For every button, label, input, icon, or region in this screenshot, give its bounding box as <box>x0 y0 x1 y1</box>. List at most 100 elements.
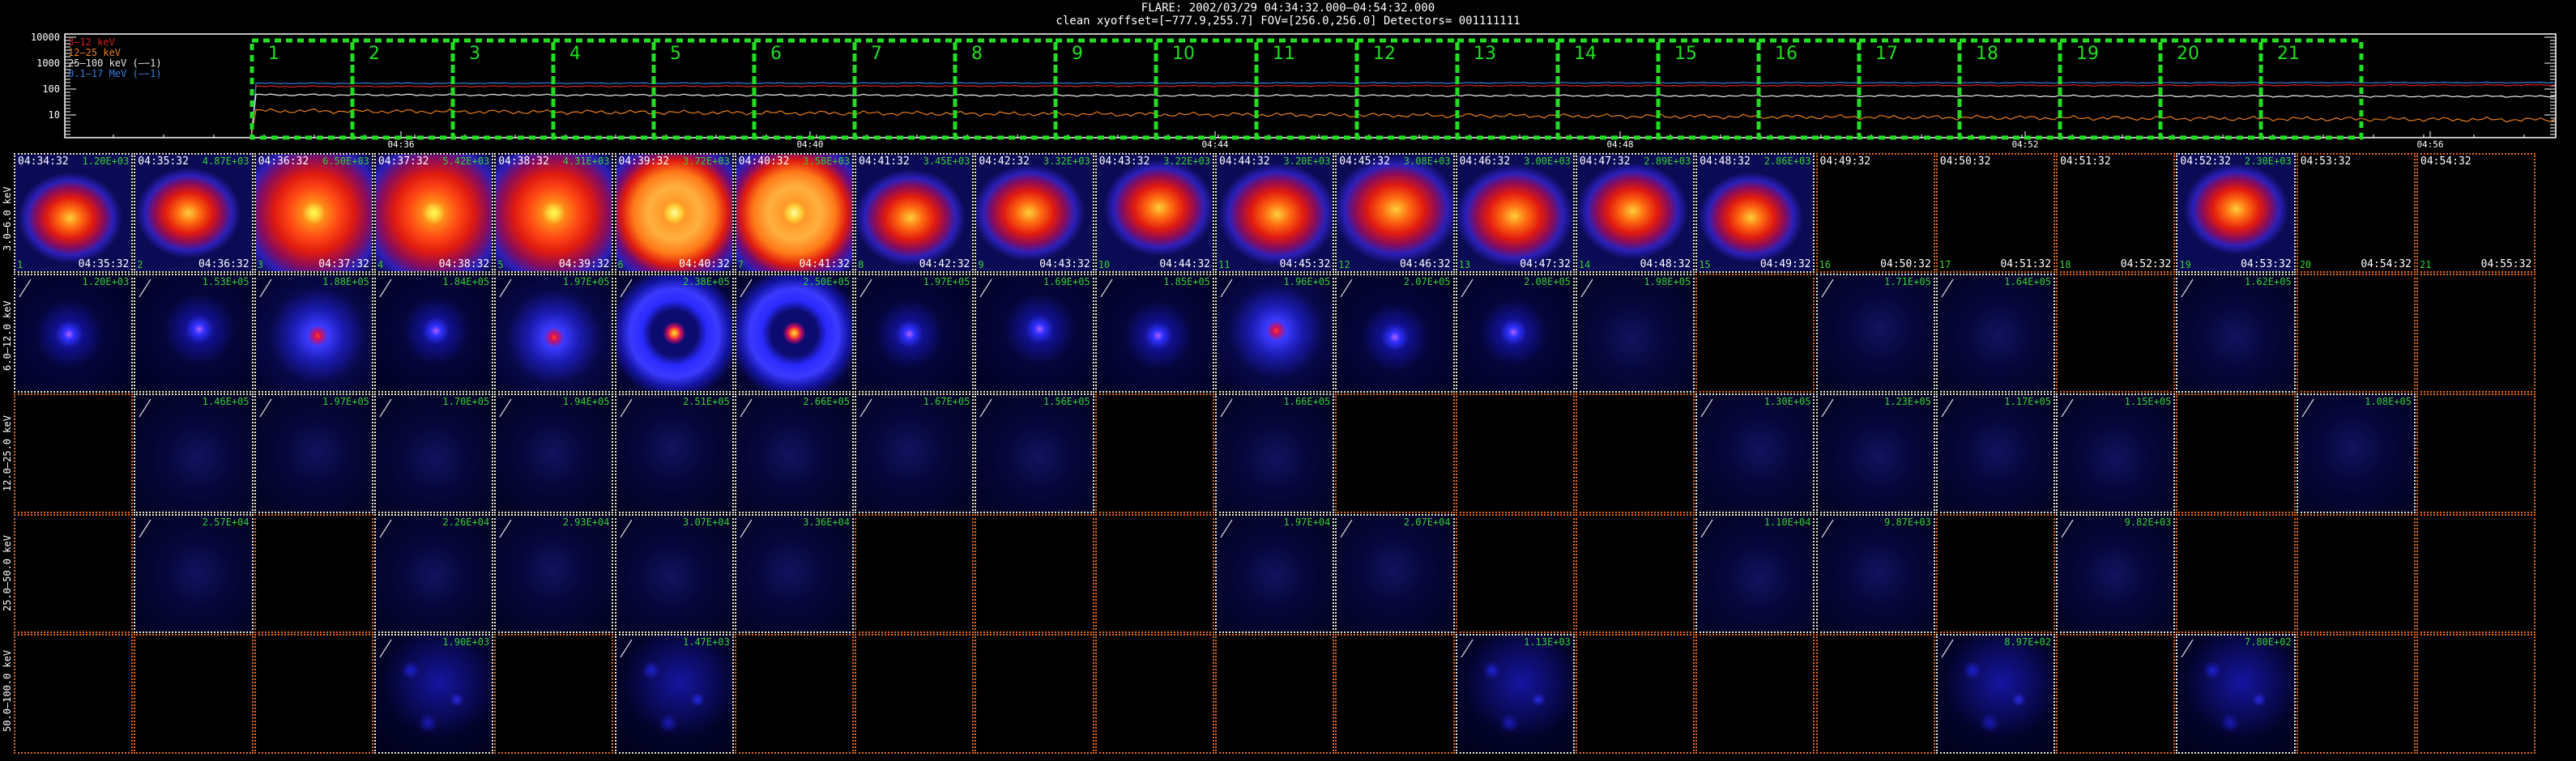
clean-image <box>856 515 973 632</box>
interval-end-time: 04:45:32 <box>1279 257 1331 270</box>
limb-arc <box>1941 398 1954 418</box>
limb-arc <box>2061 398 2074 418</box>
image-cell <box>1455 513 1575 634</box>
curve-12-25kev <box>250 108 2556 138</box>
clean-image <box>375 515 493 632</box>
interval-start-time: 04:41:32 <box>859 155 910 168</box>
image-cell <box>2056 273 2176 393</box>
image-cell: 1.71E+05 <box>1815 273 1935 393</box>
image-max-value: 4.87E+03 <box>202 155 249 167</box>
image-max-value: 3.20E+03 <box>1283 155 1331 167</box>
clean-image <box>1937 636 2054 752</box>
curve-01-17mev <box>250 81 2556 138</box>
image-max-value: 3.58E+03 <box>803 155 851 167</box>
image-cell: 04:37:32 04:38:32 4 5.42E+03 <box>373 153 494 273</box>
image-max-value: 3.08E+03 <box>1403 155 1451 167</box>
image-max-value: 1.56E+05 <box>1043 396 1090 408</box>
image-cell <box>2416 634 2536 754</box>
image-cell: 2.26E+04 <box>373 513 494 634</box>
image-max-value: 1.17E+05 <box>2004 396 2052 408</box>
limb-arc <box>619 519 633 538</box>
clean-image <box>255 395 372 512</box>
image-max-value: 1.10E+04 <box>1764 516 1811 528</box>
clean-image <box>1937 395 2054 512</box>
image-cell: 1.66E+05 <box>1215 393 1335 513</box>
image-cell <box>855 513 975 634</box>
limb-arc <box>859 398 872 418</box>
limb-arc <box>1220 519 1233 538</box>
interval-index: 19 <box>2179 258 2191 270</box>
image-max-value: 3.36E+04 <box>803 516 851 528</box>
image-max-value: 1.66E+05 <box>1283 396 1331 408</box>
image-max-value: 1.84E+05 <box>442 275 490 287</box>
image-cell <box>2176 393 2296 513</box>
interval-end-time: 04:39:32 <box>558 257 610 270</box>
clean-image <box>1456 395 1573 512</box>
time-interval-box <box>1957 38 2062 140</box>
interval-start-time: 04:36:32 <box>258 155 309 168</box>
image-max-value: 4.31E+03 <box>562 155 610 167</box>
limb-arc <box>619 640 633 658</box>
image-cell: 04:35:32 04:36:32 2 4.87E+03 <box>134 153 254 273</box>
image-cell: 04:54:32 04:55:32 21 <box>2416 153 2536 273</box>
image-max-value: 3.32E+03 <box>1043 155 1090 167</box>
x-tick-label: 04:40 <box>796 139 823 150</box>
image-max-value: 3.07E+04 <box>683 516 730 528</box>
limb-arc <box>379 640 392 658</box>
clean-image <box>2058 155 2174 271</box>
limb-arc <box>1461 278 1474 297</box>
image-cell: 1.15E+05 <box>2056 393 2176 513</box>
time-interval-box <box>1756 38 1862 140</box>
clean-image <box>2297 515 2414 632</box>
time-interval-box <box>1154 38 1259 140</box>
image-cell: 1.94E+05 <box>494 393 614 513</box>
image-cell: 04:52:32 04:53:32 19 2.30E+03 <box>2176 153 2296 273</box>
image-cell: 04:41:32 04:42:32 8 3.45E+03 <box>855 153 975 273</box>
image-cell: 04:45:32 04:46:32 12 3.08E+03 <box>1335 153 1455 273</box>
time-interval-label: 16 <box>1775 44 1798 64</box>
curve-25-100kev <box>250 93 2556 138</box>
image-cell: 04:39:32 04:40:32 6 3.72E+03 <box>614 153 734 273</box>
imaging-parameters: clean xyoffset=[−777.9,255.7] FOV=[256.0… <box>1056 15 1520 28</box>
limb-arc <box>1100 278 1113 297</box>
time-interval-label: 5 <box>670 44 681 64</box>
image-max-value: 2.66E+05 <box>803 396 851 408</box>
interval-index: 13 <box>1458 258 1471 270</box>
image-cell <box>975 513 1094 634</box>
interval-index: 3 <box>257 258 263 270</box>
interval-start-time: 04:46:32 <box>1459 155 1511 168</box>
interval-start-time: 04:40:32 <box>738 155 790 168</box>
time-interval-label: 15 <box>1674 44 1697 64</box>
image-cell: 1.53E+05 <box>134 273 254 393</box>
interval-start-time: 04:48:32 <box>1700 155 1751 168</box>
limb-arc <box>379 278 392 297</box>
interval-start-time: 04:39:32 <box>618 155 670 168</box>
image-cell: 1.46E+05 <box>134 393 254 513</box>
image-cell: 1.20E+03 <box>14 273 134 393</box>
clean-image <box>1817 636 1934 752</box>
image-cell <box>975 634 1094 754</box>
limb-arc <box>1820 278 1834 297</box>
image-cell: 1.97E+05 <box>254 393 373 513</box>
interval-start-time: 04:34:32 <box>18 155 69 168</box>
time-interval-box <box>2158 38 2263 140</box>
image-cell: 2.50E+05 <box>734 273 855 393</box>
image-cell <box>1094 393 1214 513</box>
limb-arc <box>259 278 272 297</box>
image-cell: 2.57E+04 <box>134 513 254 634</box>
clean-image <box>976 155 1093 271</box>
clean-image <box>2177 636 2294 752</box>
image-cell: 04:43:32 04:44:32 10 3.22E+03 <box>1094 153 1214 273</box>
image-cell: 2.07E+05 <box>1335 273 1455 393</box>
image-max-value: 1.46E+05 <box>202 396 249 408</box>
clean-image <box>1217 395 1333 512</box>
clean-image <box>1096 155 1213 271</box>
interval-end-time: 04:38:32 <box>438 257 490 270</box>
time-interval-box <box>249 38 355 140</box>
clean-image <box>496 636 612 752</box>
interval-index: 9 <box>978 258 984 270</box>
clean-image <box>616 515 732 632</box>
image-cell: 2.07E+04 <box>1335 513 1455 634</box>
image-cell <box>1695 273 1815 393</box>
time-interval-box <box>1455 38 1560 140</box>
